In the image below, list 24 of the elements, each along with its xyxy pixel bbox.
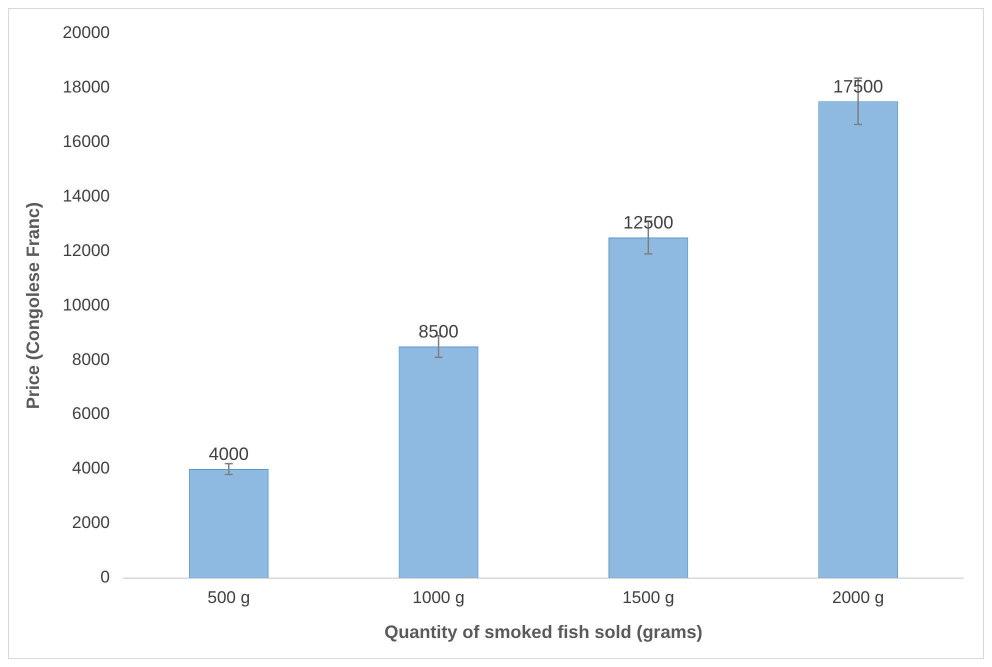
y-axis-title: Price (Congolese Franc) (22, 202, 43, 410)
bar (188, 469, 269, 578)
x-tick-label: 1500 g (622, 588, 674, 607)
y-tick-label: 6000 (72, 404, 110, 424)
bar (608, 238, 688, 578)
y-tick-label: 18000 (62, 77, 110, 96)
data-label: 8500 (418, 321, 459, 342)
y-tick-label: 16000 (62, 132, 110, 151)
y-tick-label: 2000 (72, 513, 110, 532)
data-label: 12500 (623, 212, 674, 232)
y-tick-label: 12000 (62, 240, 110, 260)
y-tick-label: 4000 (72, 458, 110, 478)
x-tick-label: 2000 g (832, 588, 884, 607)
y-tick-label: 10000 (62, 295, 110, 314)
data-label: 4000 (208, 444, 249, 464)
x-tick-label: 1000 g (412, 588, 465, 607)
x-axis-title: Quantity of smoked fish sold (grams) (384, 622, 702, 642)
bar (818, 101, 898, 578)
y-tick-label: 8000 (72, 350, 110, 369)
y-tick-label: 14000 (62, 186, 110, 206)
y-tick-label: 0 (100, 568, 110, 587)
bar (398, 346, 478, 578)
x-tick-label: 500 g (207, 588, 250, 607)
y-tick-label: 20000 (62, 22, 110, 42)
